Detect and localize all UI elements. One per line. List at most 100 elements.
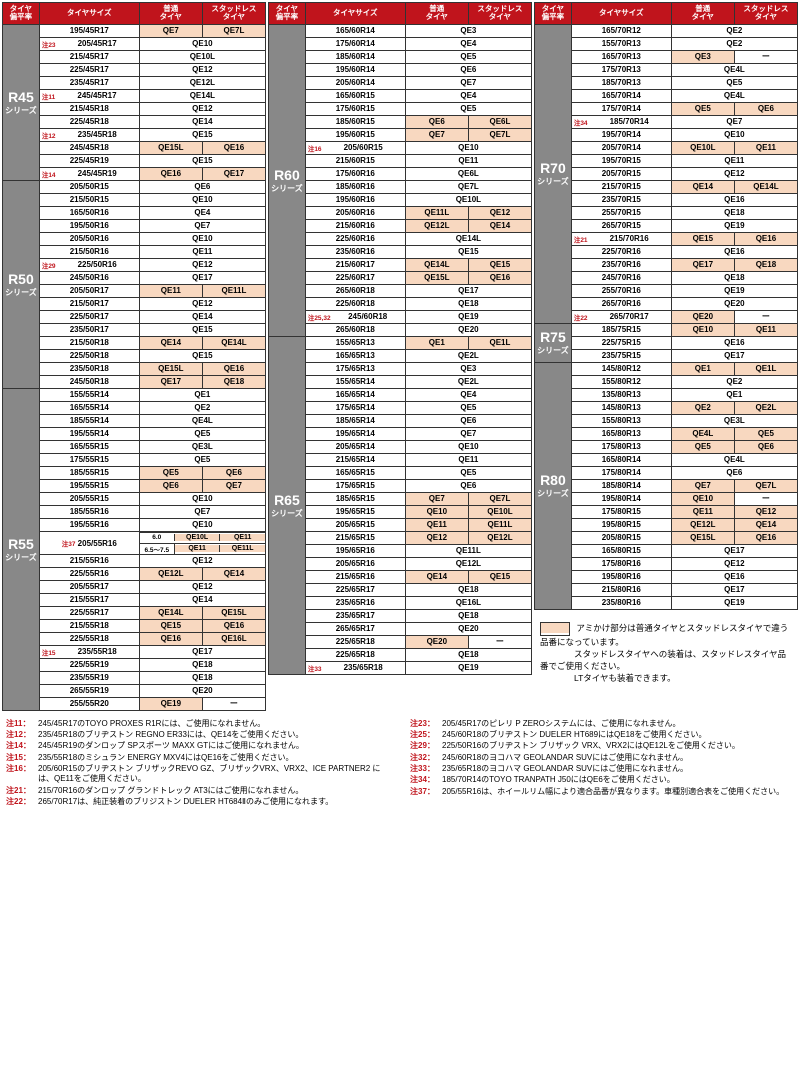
series-label-R45: R45シリーズ [3, 24, 40, 180]
product-code-normal: QE4L [671, 427, 734, 440]
tire-size: 205/65R15 [305, 518, 405, 531]
product-code: QE4 [139, 206, 265, 219]
footnote-text: 235/65R18のヨコハマ GEOLANDAR SUVにはご使用になれません。 [442, 764, 794, 774]
product-code: QE16 [671, 193, 797, 206]
product-code-normal: QE16 [139, 167, 202, 180]
product-code-normal: QE10 [671, 492, 734, 505]
tire-size: 245/50R18 [39, 375, 139, 388]
product-code: QE20 [405, 323, 531, 336]
product-code-normal: QE7 [405, 128, 468, 141]
tire-size: 注22265/70R17 [571, 310, 671, 323]
footnote-label: 注12： [6, 730, 38, 740]
tire-size: 225/60R18 [305, 297, 405, 310]
table-row: 注15235/55R18QE17 [3, 645, 266, 658]
tire-size: 155/55R14 [39, 388, 139, 401]
table-row: 175/65R14QE5 [269, 401, 532, 414]
tire-size: 205/70R15 [571, 167, 671, 180]
table-row: 205/65R16QE12L [269, 557, 532, 570]
tire-size: 145/80R13 [571, 401, 671, 414]
product-code-normal: QE12L [671, 518, 734, 531]
product-code: QE11L [405, 544, 531, 557]
product-code-studless: QE1L [468, 336, 531, 349]
tire-size: 175/60R14 [305, 37, 405, 50]
tire-size: 225/65R18 [305, 635, 405, 648]
tire-size: 195/80R15 [571, 518, 671, 531]
product-code: QE10L [405, 193, 531, 206]
product-code: QE4L [671, 453, 797, 466]
table-row: 195/55R15QE6QE7 [3, 479, 266, 492]
tire-size: 215/65R14 [305, 453, 405, 466]
product-code: QE4L [139, 414, 265, 427]
footnote-text: 235/45R18のブリヂストン REGNO ER33には、QE14をご使用くだ… [38, 730, 390, 740]
series-label-R50: R50シリーズ [3, 180, 40, 388]
table-row: R45シリーズ195/45R17QE7QE7L [3, 24, 266, 37]
table-row: 185/55R16QE7 [3, 505, 266, 518]
tire-size: 205/60R14 [305, 76, 405, 89]
tire-size: 195/65R14 [305, 427, 405, 440]
tire-size: 215/50R18 [39, 336, 139, 349]
tire-size: 225/55R18 [39, 632, 139, 645]
tire-size: 205/65R14 [305, 440, 405, 453]
product-code: QE6L [405, 167, 531, 180]
table-row: 215/50R17QE12 [3, 297, 266, 310]
series-label-R75: R75シリーズ [535, 323, 572, 362]
product-code: QE10 [139, 37, 265, 50]
table-row: 245/50R18QE17QE18 [3, 375, 266, 388]
product-code-studless: QE7 [202, 479, 265, 492]
tire-size: 205/50R16 [39, 232, 139, 245]
product-code: QE20 [671, 297, 797, 310]
tire-size: 205/55R15 [39, 492, 139, 505]
tire-size: 195/80R16 [571, 570, 671, 583]
table-row: 165/70R14QE4L [535, 89, 798, 102]
product-code-studless: QE6 [734, 440, 797, 453]
tire-size: 175/80R13 [571, 440, 671, 453]
table-row: 245/70R16QE18 [535, 271, 798, 284]
table-row: 215/80R16QE17 [535, 583, 798, 596]
product-code-normal: QE11L [405, 206, 468, 219]
tire-size: 195/65R16 [305, 544, 405, 557]
product-code: QE6 [405, 414, 531, 427]
tire-size: 245/50R16 [39, 271, 139, 284]
footnote-label: 注32： [410, 753, 442, 763]
footnote: 注16：205/60R15のブリヂストン ブリザックREVO GZ、ブリザックV… [6, 764, 390, 785]
table-row: 225/60R16QE14L [269, 232, 532, 245]
product-code: QE5 [671, 76, 797, 89]
product-code-studless: QE14L [734, 180, 797, 193]
table-row: 225/65R18QE20ー [269, 635, 532, 648]
product-code-normal: QE10L [671, 141, 734, 154]
tire-size: 155/80R13 [571, 414, 671, 427]
tire-size: 215/45R17 [39, 50, 139, 63]
product-code-studless: QE16 [734, 232, 797, 245]
tire-size: 185/65R15 [305, 492, 405, 505]
tire-size: 165/65R15 [305, 466, 405, 479]
product-code-studless: QE11 [734, 323, 797, 336]
footnote: 注23：205/45R17のピレリ P ZEROシステムには、ご使用になれません… [410, 719, 794, 729]
footnote-label: 注34： [410, 775, 442, 785]
product-code-normal: QE7 [405, 492, 468, 505]
product-code: QE6 [671, 466, 797, 479]
table-row: 225/70R16QE16 [535, 245, 798, 258]
tire-size: 225/55R19 [39, 658, 139, 671]
table-column-0: タイヤ偏平率タイヤサイズ普通タイヤスタッドレスタイヤR45シリーズ195/45R… [2, 2, 266, 711]
footnotes-left: 注11：245/45R17のTOYO PROXES R1Rには、ご使用になれませ… [6, 719, 390, 809]
table-row: 215/50R16QE11 [3, 245, 266, 258]
product-code-studless: ー [468, 635, 531, 648]
footnote: 注11：245/45R17のTOYO PROXES R1Rには、ご使用になれませ… [6, 719, 390, 729]
footnote-label: 注11： [6, 719, 38, 729]
product-code: QE5 [139, 453, 265, 466]
product-code-studless: QE11L [202, 284, 265, 297]
product-code: QE11 [405, 154, 531, 167]
footnote-text: 245/60R18のブリヂストン DUELER HT689にはQE18をご使用く… [442, 730, 794, 740]
table-row: 225/75R15QE16 [535, 336, 798, 349]
product-code: QE10 [139, 193, 265, 206]
tire-size: 225/55R16 [39, 567, 139, 580]
product-code: QE16L [405, 596, 531, 609]
table-row: 235/55R19QE18 [3, 671, 266, 684]
tire-size: 145/80R12 [571, 362, 671, 375]
tire-size: 155/70R13 [571, 37, 671, 50]
product-code: QE14 [139, 115, 265, 128]
product-code: QE20 [405, 622, 531, 635]
tire-size: 265/70R16 [571, 297, 671, 310]
product-code-normal: QE14L [139, 606, 202, 619]
product-code: QE14 [139, 593, 265, 606]
